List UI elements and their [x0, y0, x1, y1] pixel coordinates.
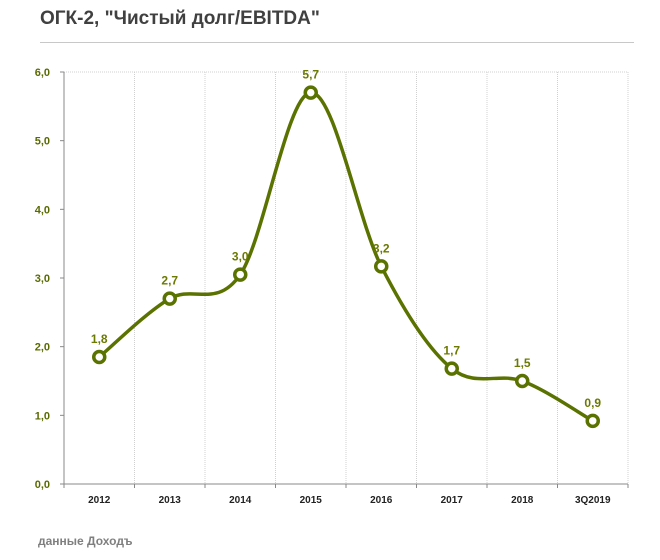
title-divider [40, 42, 634, 43]
data-point [515, 373, 530, 389]
data-label: 5,7 [302, 68, 319, 82]
data-label: 1,7 [443, 344, 460, 358]
x-tick-label: 2018 [511, 495, 534, 506]
y-tick-label: 2,0 [35, 342, 50, 354]
y-tick-label: 5,0 [35, 136, 50, 148]
chart-title: ОГК-2, "Чистый долг/EBITDA" [40, 8, 320, 29]
y-tick-label: 1,0 [35, 410, 50, 422]
data-label: 0,9 [584, 396, 601, 410]
x-tick-label: 2012 [88, 495, 111, 506]
x-tick-label: 2013 [159, 495, 182, 506]
data-label: 2,7 [161, 274, 178, 288]
data-point [444, 361, 459, 376]
y-tick-label: 6,0 [35, 67, 50, 79]
x-tick-label: 2015 [300, 495, 323, 506]
x-tick-label: 2014 [229, 495, 252, 506]
x-tick-label: 2016 [370, 495, 393, 506]
data-point [585, 413, 600, 429]
data-point [374, 259, 389, 274]
x-tick-label: 2017 [441, 495, 464, 506]
data-point [233, 267, 248, 282]
data-label: 3,0 [232, 250, 249, 264]
data-point [92, 349, 107, 365]
series-line [98, 90, 594, 423]
data-point [303, 85, 318, 100]
data-label: 1,8 [91, 332, 108, 346]
data-label: 1,5 [514, 356, 531, 370]
x-tick-label: 3Q2019 [575, 495, 611, 506]
y-tick-label: 0,0 [35, 479, 50, 491]
data-point [162, 291, 177, 306]
data-label: 3,2 [373, 241, 390, 255]
y-tick-label: 3,0 [35, 273, 50, 285]
source-note: данные Доходъ [38, 534, 133, 548]
y-tick-label: 4,0 [35, 204, 50, 216]
